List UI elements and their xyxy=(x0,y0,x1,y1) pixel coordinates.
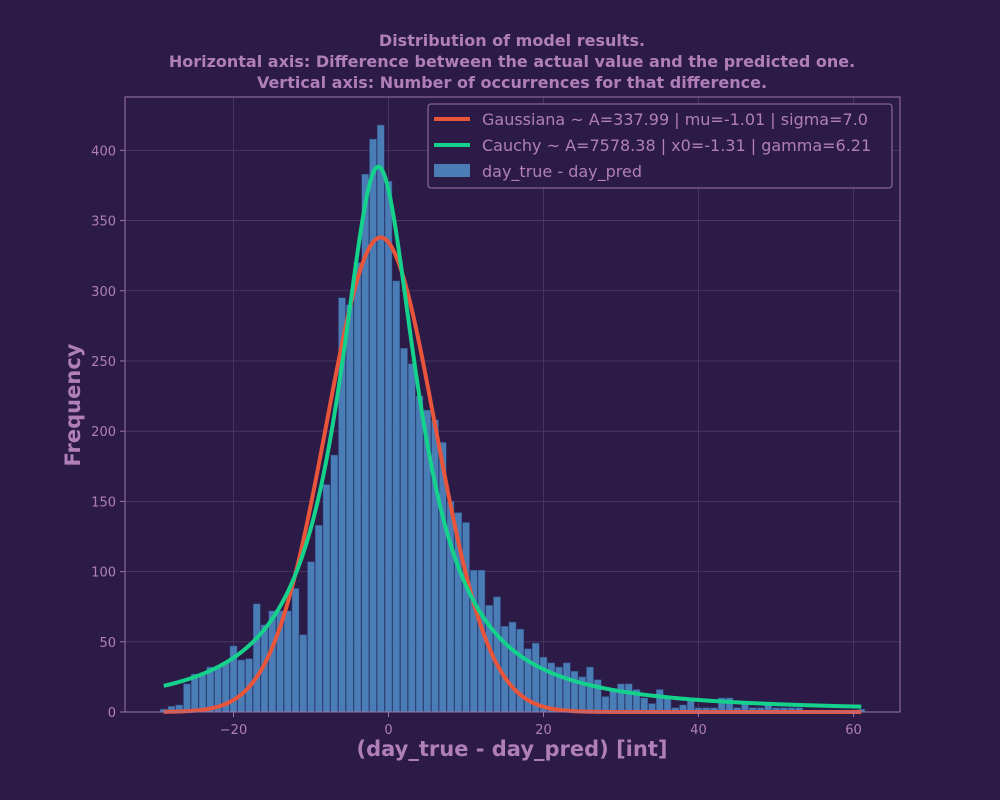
histogram-bar xyxy=(307,561,315,713)
x-axis-ticks: −20 0 20 40 60 xyxy=(220,712,862,738)
histogram-bar xyxy=(384,180,393,713)
legend: Gaussiana ~ A=337.99 | mu=-1.01 | sigma=… xyxy=(427,103,893,189)
y-axis-label: Frequency xyxy=(61,343,85,466)
x-tick-label: 20 xyxy=(535,723,552,738)
y-axis-ticks: 0 50 100 150 200 250 300 350 400 xyxy=(91,144,125,721)
gaussian-legend-label: Gaussiana ~ A=337.99 | mu=-1.01 | sigma=… xyxy=(482,110,868,129)
histogram-bar xyxy=(346,304,354,713)
histogram-bar xyxy=(477,569,486,713)
x-axis-label: (day_true - day_pred) [int] xyxy=(357,737,668,761)
histogram-bar xyxy=(284,610,292,713)
histogram-bar xyxy=(539,656,548,713)
x-tick-label: 60 xyxy=(845,723,862,738)
histogram-bar xyxy=(601,696,610,713)
histogram-bar xyxy=(315,525,323,713)
y-tick-label: 400 xyxy=(91,144,116,159)
histogram-bar xyxy=(617,683,625,713)
x-tick-label: 0 xyxy=(384,723,392,738)
histogram-bar xyxy=(291,588,300,713)
histogram-bar xyxy=(508,621,517,713)
histogram-bar xyxy=(609,689,617,713)
histogram-bar xyxy=(322,484,331,713)
y-tick-label: 150 xyxy=(91,495,116,510)
histogram-bar xyxy=(400,348,408,713)
histogram-bar xyxy=(353,262,362,713)
histogram-bar xyxy=(462,522,470,713)
histogram-bar xyxy=(663,697,672,713)
histogram-bar xyxy=(377,124,385,713)
legend-box xyxy=(427,103,893,189)
chart-title-line: Vertical axis: Number of occurrences for… xyxy=(257,73,767,92)
histogram-bars xyxy=(160,124,865,713)
histogram-bar xyxy=(586,666,594,713)
cauchy-legend-label: Cauchy ~ A=7578.38 | x0=-1.31 | gamma=6.… xyxy=(482,136,871,155)
chart-title: Distribution of model results. Horizontal… xyxy=(169,31,855,92)
histogram-bar xyxy=(237,659,245,713)
histogram-bar xyxy=(656,689,664,713)
chart-title-line: Horizontal axis: Difference between the … xyxy=(169,52,855,71)
histogram-legend-label: day_true - day_pred xyxy=(482,162,642,182)
histogram-bar xyxy=(493,596,501,713)
histogram-bar xyxy=(369,138,377,713)
y-tick-label: 350 xyxy=(91,215,116,230)
cauchy-fit-curve xyxy=(163,164,862,709)
histogram-bar xyxy=(415,395,424,713)
histogram-bar xyxy=(640,697,648,713)
plot-frame xyxy=(124,96,901,713)
histogram-bar xyxy=(183,683,191,713)
histogram-bar xyxy=(408,363,416,713)
chart-title-line: Distribution of model results. xyxy=(379,31,645,50)
histogram-bar xyxy=(563,662,571,713)
histogram-bar xyxy=(330,454,338,713)
x-tick-label: 40 xyxy=(690,723,707,738)
histogram-bar xyxy=(268,610,276,713)
y-tick-label: 250 xyxy=(91,355,116,370)
histogram-bar xyxy=(570,671,579,713)
y-tick-label: 100 xyxy=(91,566,116,581)
y-tick-label: 50 xyxy=(99,636,116,651)
grid xyxy=(125,97,900,713)
histogram-bar xyxy=(253,603,261,713)
histogram-bar xyxy=(198,673,207,713)
y-tick-label: 300 xyxy=(91,285,116,300)
y-tick-label: 0 xyxy=(108,706,116,721)
histogram-legend-swatch xyxy=(434,164,470,177)
histogram-bar xyxy=(299,634,307,713)
histogram-bar xyxy=(516,628,524,713)
histogram-bar xyxy=(625,683,633,713)
histogram-bar xyxy=(392,280,400,713)
x-tick-label: −20 xyxy=(220,723,247,738)
y-tick-label: 200 xyxy=(91,425,116,440)
